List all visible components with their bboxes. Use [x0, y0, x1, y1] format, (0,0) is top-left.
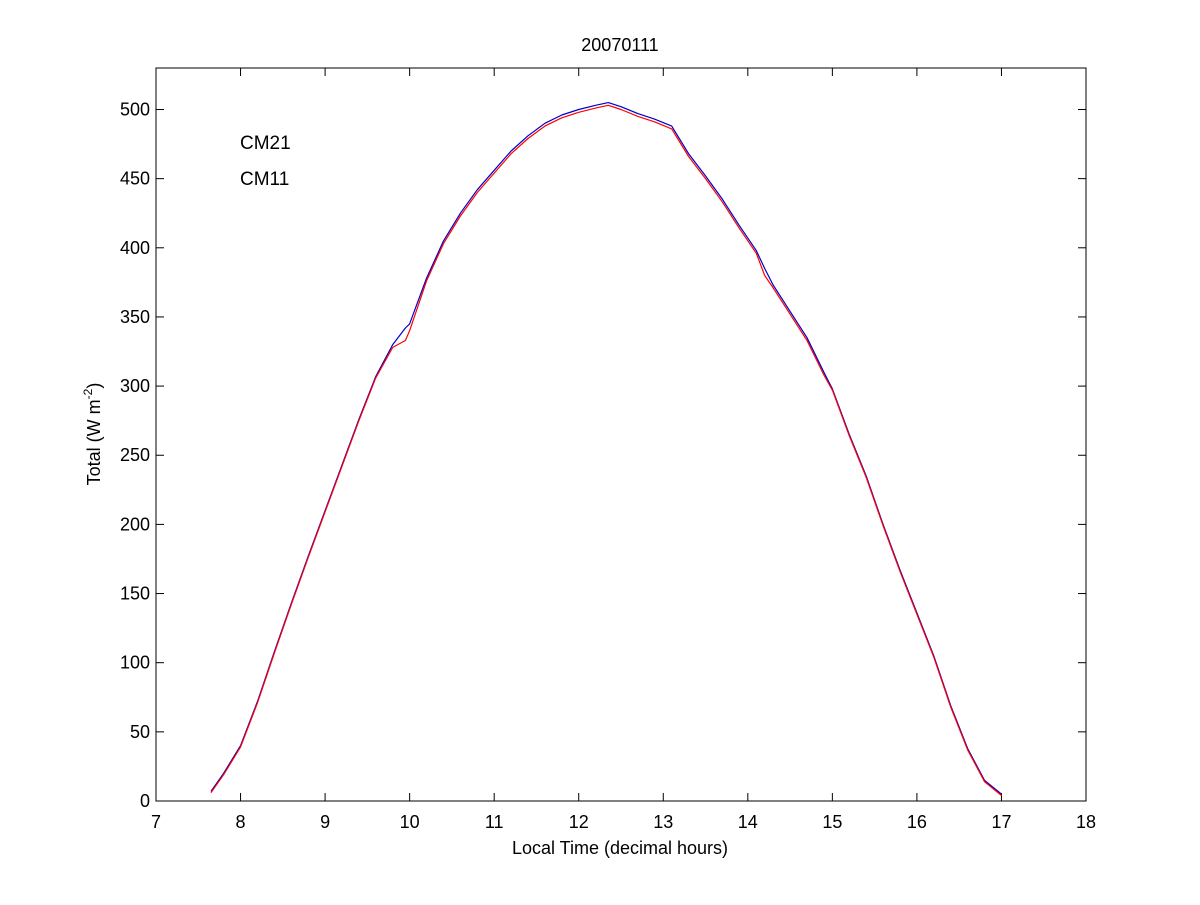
x-tick-label: 16: [907, 812, 927, 832]
x-tick-label: 12: [569, 812, 589, 832]
x-tick-label: 7: [151, 812, 161, 832]
y-tick-label: 100: [120, 653, 150, 673]
y-tick-label: 350: [120, 307, 150, 327]
y-tick-label: 200: [120, 514, 150, 534]
y-axis-label-close: ): [84, 383, 104, 389]
series-line-cm11: [210, 104, 1002, 796]
x-tick-label: 14: [738, 812, 758, 832]
y-tick-label: 50: [130, 722, 150, 742]
legend: CM21 CM11: [240, 133, 291, 190]
y-axis-ticks: 0 50 100 150 200 250 300 350 400 450 500: [120, 99, 1086, 811]
series-layer: [210, 101, 1002, 796]
x-tick-label: 8: [236, 812, 246, 832]
x-tick-label: 17: [991, 812, 1011, 832]
x-tick-label: 15: [822, 812, 842, 832]
y-tick-label: 400: [120, 238, 150, 258]
chart-title: 20070111: [581, 35, 658, 55]
y-tick-label: 450: [120, 169, 150, 189]
legend-entry-cm21: CM21: [240, 133, 291, 154]
y-tick-label: 300: [120, 376, 150, 396]
y-tick-label: 500: [120, 99, 150, 119]
y-tick-label: 250: [120, 445, 150, 465]
x-tick-label: 11: [485, 812, 504, 832]
x-axis-ticks: 7 8 9 10 11 12 13 14 15 16 17 18: [151, 68, 1096, 832]
y-axis-label-main: Total (W m: [84, 399, 104, 485]
plot-area: [155, 67, 1087, 802]
legend-entry-cm11: CM11: [240, 169, 289, 190]
x-tick-label: 9: [320, 812, 330, 832]
y-axis-label-superscript: -2: [81, 388, 95, 399]
x-tick-label: 13: [653, 812, 673, 832]
x-tick-label: 18: [1076, 812, 1096, 832]
x-tick-label: 10: [400, 812, 420, 832]
y-axis-label: Total (W m-2): [81, 383, 104, 486]
y-tick-label: 150: [120, 584, 150, 604]
x-axis-label: Local Time (decimal hours): [512, 838, 728, 858]
y-tick-label: 0: [140, 791, 150, 811]
